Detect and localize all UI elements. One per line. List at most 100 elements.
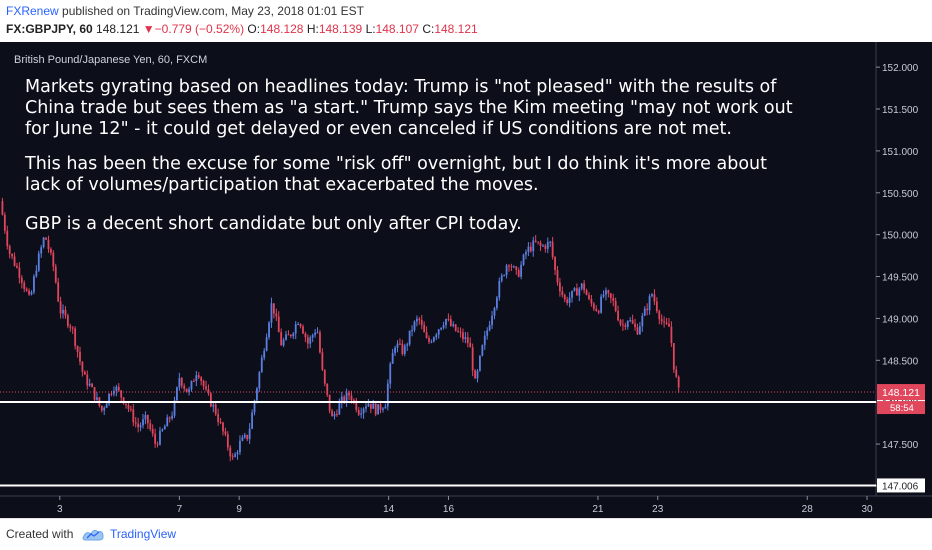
candle-body (386, 383, 389, 407)
candle-body (573, 288, 576, 291)
annotation-line-6: GBP is a decent short candidate but only… (25, 214, 522, 234)
candle-body (251, 412, 253, 429)
candle-body (219, 422, 222, 424)
candle-body (108, 393, 110, 404)
candle-body (188, 389, 190, 393)
candle-body (454, 324, 457, 331)
candle-body (129, 408, 132, 410)
y-tick-label: 149.500 (882, 273, 919, 284)
candle-body (299, 324, 302, 327)
candle-body (333, 414, 336, 417)
candle-body (551, 241, 554, 258)
candle-body (132, 409, 135, 423)
candle-body (515, 266, 518, 271)
candle-body (631, 320, 634, 324)
candle-body (382, 408, 384, 410)
candle-body (447, 319, 450, 321)
candle-body (13, 256, 16, 266)
candle-body (638, 326, 641, 335)
candle-body (316, 332, 319, 334)
candle-body (415, 318, 418, 322)
candle-body (25, 288, 28, 291)
candle-body (35, 270, 38, 277)
candle-body (11, 253, 14, 257)
candle-body (488, 325, 491, 331)
candle-body (83, 371, 86, 375)
candle-body (379, 404, 382, 410)
candle-body (297, 324, 300, 326)
annotation-line-2: China trade but sees them as "a start." … (25, 98, 793, 118)
candle-body (64, 309, 67, 316)
candle-body (74, 328, 77, 346)
candle-body (8, 246, 11, 254)
candle-body (634, 323, 636, 328)
candle-body (23, 282, 26, 289)
x-tick-label: 16 (443, 504, 455, 515)
candle-body (69, 326, 72, 328)
open-label: O: (247, 22, 261, 36)
price-chart-svg[interactable]: 152.000 151.500 151.000 150.500 150.000 149.5… (0, 42, 932, 518)
candle-body (495, 297, 498, 308)
candle-body (374, 403, 377, 415)
candle-body (71, 327, 74, 329)
candle-body (20, 277, 23, 283)
candle-body (522, 254, 525, 265)
candle-body (558, 282, 561, 292)
created-with-label: Created with (6, 527, 74, 541)
candle-body (285, 334, 287, 340)
candle-body (86, 374, 89, 386)
candle-body (597, 310, 600, 313)
candle-body (592, 303, 595, 309)
candle-body (665, 322, 668, 324)
series-title: British Pound/Japanese Yen, 60, FXCM (14, 54, 208, 66)
candle-body (546, 242, 549, 249)
candle-body (96, 397, 98, 400)
candle-body (544, 245, 547, 249)
candle-body (338, 402, 341, 415)
x-tick-label: 28 (802, 504, 814, 515)
y-tick-label: 151.500 (882, 105, 919, 116)
annotation-line-4: This has been the excuse for some "risk … (25, 154, 767, 174)
author-link[interactable]: FXRenew (6, 4, 59, 18)
candle-body (122, 397, 125, 404)
candle-body (442, 325, 445, 328)
candle-body (590, 298, 593, 304)
candle-body (607, 290, 610, 294)
candle-body (396, 343, 399, 348)
candle-body (263, 350, 266, 358)
candle-body (411, 330, 413, 332)
candle-body (212, 404, 215, 407)
chart-panel[interactable]: 152.000 151.500 151.000 150.500 150.000 149.5… (0, 42, 932, 518)
candle-body (498, 280, 501, 298)
candle-body (234, 454, 237, 457)
candle-body (57, 282, 60, 302)
candle-body (612, 297, 615, 301)
candle-body (311, 335, 314, 338)
candle-body (246, 434, 249, 440)
candle-body (554, 257, 556, 271)
candle-body (1, 201, 4, 215)
candle-body (125, 403, 127, 406)
annotation-line-5: lack of volumes/participation that exace… (25, 175, 539, 195)
candle-body (200, 377, 203, 382)
candle-body (66, 315, 69, 327)
candle-body (103, 407, 106, 411)
candle-body (163, 426, 166, 430)
candle-body (605, 290, 607, 295)
candle-body (457, 330, 460, 332)
candle-body (512, 266, 515, 268)
candle-body (469, 343, 472, 348)
candle-body (614, 300, 617, 311)
candle-body (47, 239, 50, 250)
candle-body (156, 443, 159, 445)
candle-body (149, 423, 152, 429)
x-tick-label: 30 (861, 504, 873, 515)
candle-body (479, 355, 481, 371)
candle-body (166, 417, 169, 427)
candle-body (532, 240, 535, 252)
y-tick-label: 149.000 (882, 314, 919, 325)
candle-body (646, 308, 649, 311)
tradingview-brand-link[interactable]: TradingView (110, 527, 177, 541)
candle-body (309, 337, 312, 344)
candle-body (239, 440, 241, 453)
